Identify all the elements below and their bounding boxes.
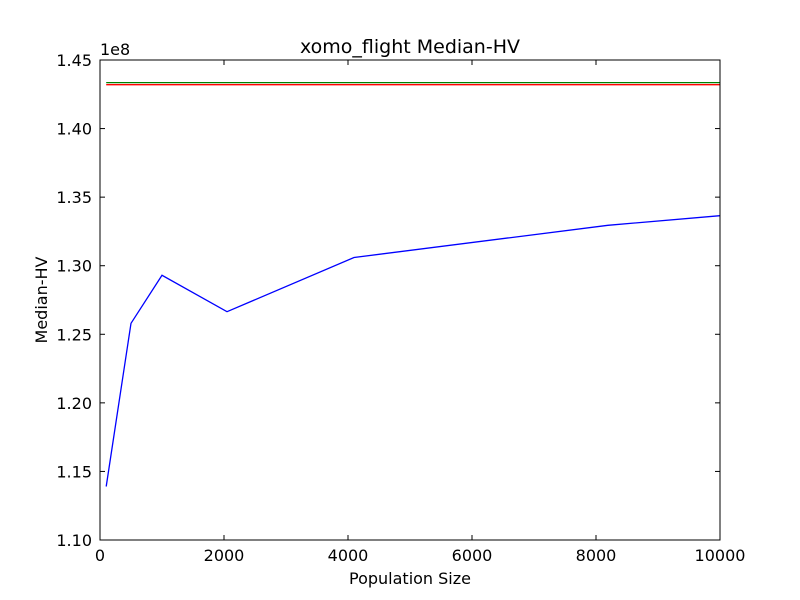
series-layer (105, 81, 721, 487)
y-tick-label: 1.40 (56, 120, 92, 139)
y-tick-label: 1.20 (56, 394, 92, 413)
y-tick-label: 1.30 (56, 257, 92, 276)
y-tick-label: 1.25 (56, 325, 92, 344)
series-line-1 (105, 215, 721, 487)
x-tick-label: 0 (95, 546, 105, 565)
y-tick-label: 1.35 (56, 188, 92, 207)
ticks-layer: 0 2000 4000 6000 8000 10000 1.10 1.15 1.20 1.25 1.… (56, 51, 745, 565)
x-tick-label: 6000 (452, 546, 493, 565)
chart-title: xomo_flight Median-HV (300, 36, 520, 58)
x-tick-label: 2000 (204, 546, 245, 565)
x-tick-label: 8000 (576, 546, 617, 565)
y-axis-label: Median-HV (32, 256, 51, 343)
plot-frame (99, 59, 721, 541)
x-tick-label: 10000 (695, 546, 746, 565)
x-tick-label: 4000 (328, 546, 369, 565)
y-tick-label: 1.15 (56, 462, 92, 481)
y-tick-label: 1.10 (56, 531, 92, 550)
x-axis-label: Population Size (349, 569, 471, 588)
y-tick-label: 1.45 (56, 51, 92, 70)
y-offset-label: 1e8 (100, 40, 130, 59)
